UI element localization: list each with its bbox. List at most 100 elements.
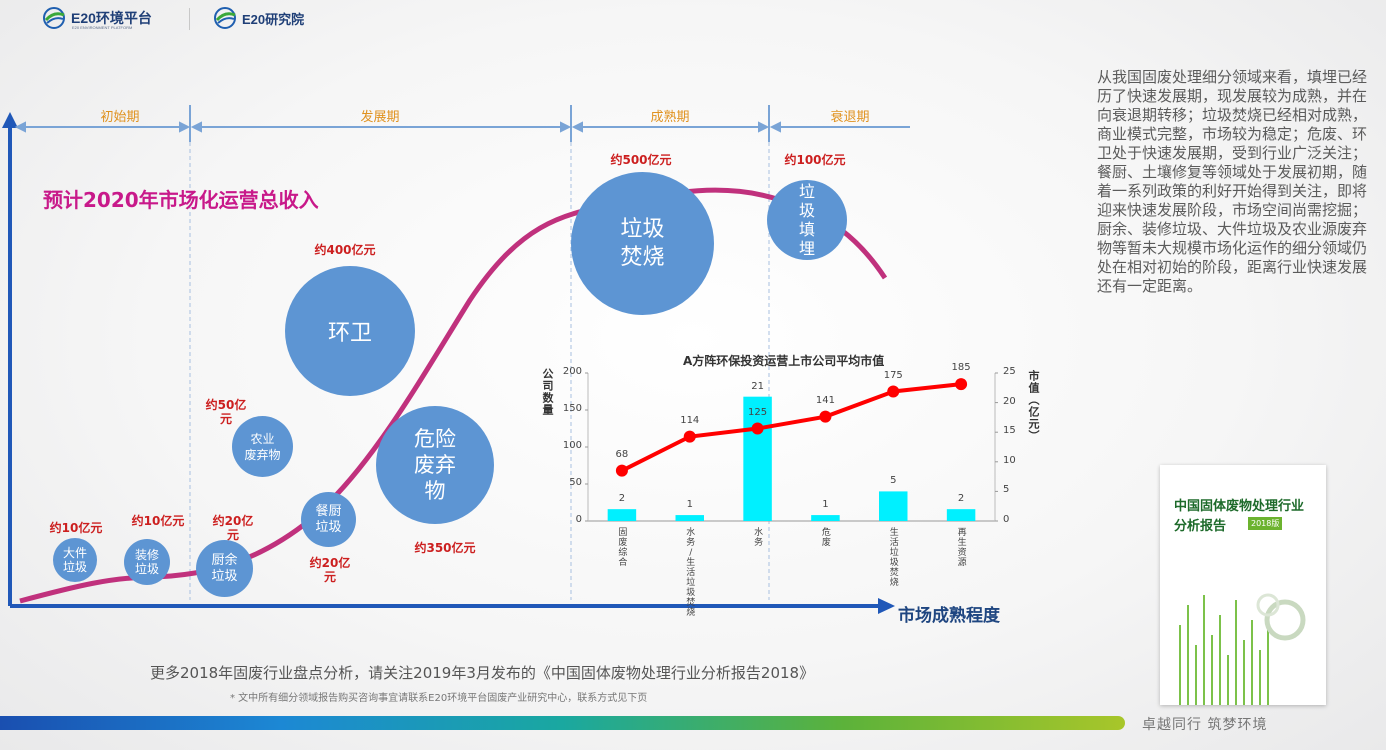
footer-note: * 文中所有细分领域报告购买咨询事宜请联系E20环境平台固废产业研究中心，联系方…	[230, 693, 648, 704]
inset-bar-value: 21	[751, 380, 764, 392]
inset-line-marker	[751, 422, 764, 435]
inset-line-value: 68	[615, 448, 629, 460]
phase-brackets	[14, 105, 910, 142]
inset-category-label: 固废综合	[618, 528, 628, 568]
inset-y-right-tick: 0	[1003, 514, 1010, 525]
bubble-bulky-waste: 大件 垃圾	[53, 538, 97, 582]
slogan: 卓越同行 筑梦环境	[1142, 717, 1268, 733]
e20-institute-logo-icon	[214, 7, 236, 29]
inset-bar	[879, 491, 908, 521]
phase-dividers	[189, 142, 770, 600]
inset-bar-value: 2	[957, 493, 965, 505]
value-kitchen-waste: 约20亿元	[212, 514, 254, 542]
logo2-text: E20研究院	[242, 11, 305, 27]
inset-bar-value: 1	[822, 499, 829, 511]
inset-y-left-tick: 0	[575, 514, 582, 525]
logo-divider	[189, 8, 190, 30]
inset-y-left-tick: 150	[562, 403, 582, 414]
bubble-text: 危险 废弃物	[414, 427, 456, 503]
inset-line-marker	[887, 385, 900, 398]
phase-label-development: 发展期	[360, 110, 400, 125]
bubble-text: 环卫	[327, 321, 372, 346]
bubble-renovation-waste: 装修 垃圾	[124, 539, 170, 585]
bubble-kitchen-waste: 厨余 垃圾	[196, 540, 253, 597]
inset-y-left-tick: 100	[562, 440, 582, 451]
inset-y-right-tick: 5	[1003, 484, 1010, 496]
inset-bar	[607, 509, 637, 521]
bubble-text: 厨余 垃圾	[211, 552, 238, 584]
book-cover-art	[1179, 593, 1306, 705]
y-axis-arrow-icon	[2, 112, 18, 128]
e20-logo-icon	[43, 7, 65, 29]
inset-line-marker	[615, 464, 628, 477]
phase-label-decline: 衰退期	[830, 110, 870, 125]
phase-label-initial: 初始期	[100, 110, 140, 125]
value-renovation-waste: 约10亿元	[131, 514, 185, 528]
report-cover: 中国固体废物处理行业 分析报告 2018版	[1160, 465, 1326, 705]
inset-y-left-tick: 50	[569, 477, 582, 488]
book-title-line2: 分析报告	[1174, 519, 1227, 534]
bubble-sanitation: 环卫	[285, 266, 415, 396]
bubble-incineration: 垃圾 焚烧	[571, 172, 714, 315]
x-axis-label: 市场成熟程度	[898, 606, 1000, 626]
value-food-waste: 约20亿元	[309, 556, 351, 584]
value-incineration: 约500亿元	[610, 153, 672, 167]
inset-line-value: 185	[951, 362, 971, 374]
x-axis-arrow-icon	[878, 598, 895, 614]
bottom-gradient-bar	[0, 716, 1125, 730]
inset-line-value: 175	[883, 369, 903, 381]
bubble-text: 餐厨 垃圾	[315, 503, 342, 535]
inset-line-value: 114	[680, 414, 700, 426]
inset-category-label: 再生资源	[957, 528, 967, 568]
inset-bar	[946, 509, 976, 521]
book-edition-badge: 2018版	[1248, 517, 1283, 530]
value-bulky-waste: 约10亿元	[49, 521, 103, 535]
inset-bar	[743, 396, 772, 521]
inset-category-label: 水务 / 生活垃圾焚烧	[686, 528, 696, 618]
book-title-line1: 中国固体废物处理行业	[1174, 499, 1305, 514]
inset-y-right-tick: 10	[1003, 454, 1016, 466]
bubble-text: 大件 垃圾	[62, 546, 87, 574]
bubble-food-waste: 餐厨 垃圾	[301, 492, 356, 547]
bubble-text: 农业 废弃物	[244, 431, 281, 462]
bubble-text: 垃圾填埋	[798, 182, 815, 258]
logo1-subtext: E20 ENVIRONMENT PLATFORM	[72, 25, 133, 30]
value-landfill: 约100亿元	[784, 153, 846, 167]
chart-y-left-label: 公司数量	[541, 368, 554, 416]
inset-y-right-tick: 25	[1003, 366, 1016, 377]
bubble-text: 垃圾 焚烧	[620, 216, 665, 270]
inset-line-value: 125	[748, 406, 768, 418]
bubble-hazardous-waste: 危险 废弃物	[376, 406, 494, 524]
inset-line-marker	[683, 430, 696, 443]
inset-y-left-tick: 200	[562, 366, 582, 377]
bubble-agri-waste: 农业 废弃物	[232, 416, 293, 477]
inset-bar-value: 2	[618, 493, 626, 505]
inset-bar-value: 5	[890, 475, 897, 487]
inset-line-series	[621, 382, 962, 473]
side-description: 从我国固废处理细分领域来看，填埋已经历了快速发展期，现发展较为成熟，并在向衰退期…	[1097, 68, 1368, 295]
inset-bar-value: 1	[686, 499, 693, 511]
value-sanitation: 约400亿元	[314, 243, 376, 257]
chart-title: A方阵环保投资运营上市公司平均市值	[683, 354, 885, 368]
inset-y-right-tick: 15	[1003, 425, 1016, 437]
value-agri-waste: 约50亿元	[205, 398, 247, 426]
inset-line-marker	[819, 410, 832, 423]
phase-label-mature: 成熟期	[650, 110, 690, 125]
inset-category-label: 水务	[754, 528, 764, 548]
value-hazardous-waste: 约350亿元	[414, 541, 476, 555]
inset-bar	[675, 515, 704, 521]
logo-e20-platform: E20环境平台 E20 ENVIRONMENT PLATFORM	[42, 6, 152, 30]
inset-category-label: 危废	[821, 528, 831, 548]
chart-y-right-label: 市值（亿元）	[1027, 370, 1040, 442]
inset-bar	[811, 515, 840, 521]
bubble-text: 装修 垃圾	[134, 548, 159, 576]
inset-category-label: 生活垃圾焚烧	[889, 528, 899, 588]
inset-line-value: 141	[815, 394, 835, 406]
logo1-text: E20环境平台	[71, 10, 152, 26]
inset-line-marker	[955, 378, 968, 391]
bubble-landfill: 垃圾填埋	[767, 180, 847, 260]
footer-promo: 更多2018年固废行业盘点分析，请关注2019年3月发布的《中国固体废物处理行业…	[150, 664, 815, 682]
inset-y-right-tick: 20	[1003, 395, 1016, 407]
logo-e20-institute: E20研究院	[213, 6, 304, 30]
